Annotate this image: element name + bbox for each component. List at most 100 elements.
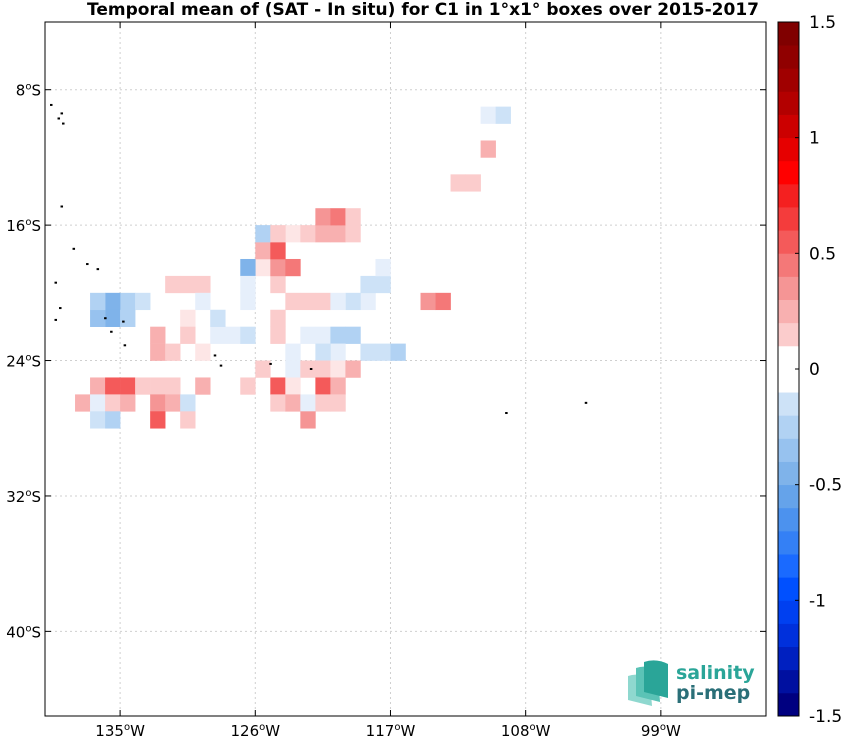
heatmap-cell: [150, 377, 166, 395]
heatmap-cell: [450, 174, 466, 192]
colorbar-segment: [778, 392, 799, 416]
heatmap-cell: [210, 309, 226, 327]
colorbar-segment: [778, 669, 799, 694]
heatmap-cell: [285, 225, 301, 243]
heatmap-cell: [90, 394, 106, 412]
heatmap-cell: [75, 394, 91, 412]
heatmap-cell: [255, 225, 271, 243]
heatmap-cell: [360, 292, 376, 311]
heatmap-cell: [315, 225, 331, 243]
heatmap-cell: [330, 208, 346, 226]
colorbar-segment: [778, 207, 799, 231]
heatmap-cell: [240, 377, 256, 395]
heatmap-cell: [195, 275, 211, 294]
colorbar-segment: [778, 299, 799, 324]
heatmap-cell: [360, 275, 376, 294]
heatmap-cell: [315, 360, 331, 378]
heatmap-cell: [285, 360, 301, 378]
heatmap-cells: [75, 106, 511, 429]
colorbar-segment: [778, 600, 799, 624]
heatmap-cell: [270, 275, 286, 294]
heatmap-cell: [375, 343, 391, 361]
heatmap-cell: [240, 275, 256, 294]
heatmap-cell: [300, 225, 316, 243]
x-tick-label: 99oW: [641, 722, 681, 740]
heatmap-cell: [390, 343, 406, 361]
colorbar-tick-label: 1.5: [809, 13, 836, 33]
x-tick-label: 126oW: [230, 722, 280, 740]
heatmap-cell: [150, 326, 166, 344]
colorbar-segment: [778, 438, 799, 462]
heatmap-cell: [330, 360, 346, 378]
heatmap-cell: [495, 106, 511, 124]
heatmap-cell: [270, 309, 286, 327]
heatmap-cell: [300, 394, 316, 412]
colorbar-ticks: 1.5 1 0.5 0 -0.5 -1 -1.5: [795, 13, 842, 727]
island-mark: [72, 247, 76, 250]
salinity-pi-mep-logo: salinity pi-mep: [628, 660, 755, 706]
island-mark: [86, 263, 89, 266]
heatmap-cell: [210, 326, 226, 344]
heatmap-cell: [270, 394, 286, 412]
x-tick-label: 117oW: [366, 722, 416, 740]
island-mark: [584, 401, 588, 404]
heatmap-cell: [435, 292, 451, 311]
colorbar-segment: [778, 692, 799, 717]
colorbar-segment: [778, 415, 799, 439]
colorbar-segment: [778, 22, 799, 46]
heatmap-cell: [360, 343, 376, 361]
island-mark: [505, 412, 508, 415]
colorbar-segment: [778, 253, 799, 277]
x-tick-label: 108oW: [501, 722, 551, 740]
colorbar-segment: [778, 623, 799, 647]
heatmap-cell: [315, 343, 331, 361]
heatmap-cell: [270, 258, 286, 277]
heatmap-cell: [90, 377, 106, 395]
heatmap-cell: [285, 343, 301, 361]
heatmap-cell: [270, 377, 286, 395]
y-tick-label: 16oS: [6, 217, 41, 235]
colorbar-tick-label: -1.5: [809, 707, 842, 727]
heatmap-cell: [90, 292, 106, 311]
island-mark: [104, 317, 107, 320]
heatmap-cell: [90, 309, 106, 327]
colorbar-segment: [778, 530, 799, 555]
island-mark: [269, 362, 272, 365]
heatmap-cell: [225, 326, 241, 344]
island-mark: [62, 122, 65, 125]
colorbar-segment: [778, 577, 799, 601]
heatmap-cell: [270, 225, 286, 243]
heatmap-cell: [165, 275, 181, 294]
heatmap-cell: [345, 208, 361, 226]
heatmap-cell: [240, 326, 256, 344]
colorbar-segment: [778, 137, 799, 162]
heatmap-cell: [420, 292, 436, 311]
heatmap-cell: [255, 360, 271, 378]
colorbar-segment: [778, 160, 799, 185]
colorbar-tick-label: -0.5: [809, 476, 842, 496]
island-mark: [59, 307, 62, 310]
island-mark: [57, 117, 61, 120]
colorbar-segment: [778, 45, 799, 69]
heatmap-cell: [105, 394, 121, 412]
colorbar-segment: [778, 68, 799, 92]
map-area: salinity pi-mep: [44, 21, 767, 717]
chart-title: Temporal mean of (SAT - In situ) for C1 …: [87, 0, 759, 20]
wave-logo-icon: [628, 660, 668, 706]
heatmap-cell: [150, 343, 166, 361]
heatmap-cell: [165, 343, 181, 361]
colorbar-segment: [778, 461, 799, 486]
heatmap-cell: [330, 292, 346, 311]
map-background: [45, 22, 766, 716]
heatmap-cell: [165, 377, 181, 395]
heatmap-cell: [345, 225, 361, 243]
island-mark: [219, 364, 223, 367]
heatmap-cell: [195, 292, 211, 311]
heatmap-cell: [165, 394, 181, 412]
y-tick-label: 24oS: [6, 353, 41, 371]
colorbar-segment: [778, 322, 799, 347]
heatmap-cell: [135, 292, 151, 311]
heatmap-cell: [270, 242, 286, 260]
island-mark: [54, 318, 58, 321]
heatmap-cell: [300, 360, 316, 378]
